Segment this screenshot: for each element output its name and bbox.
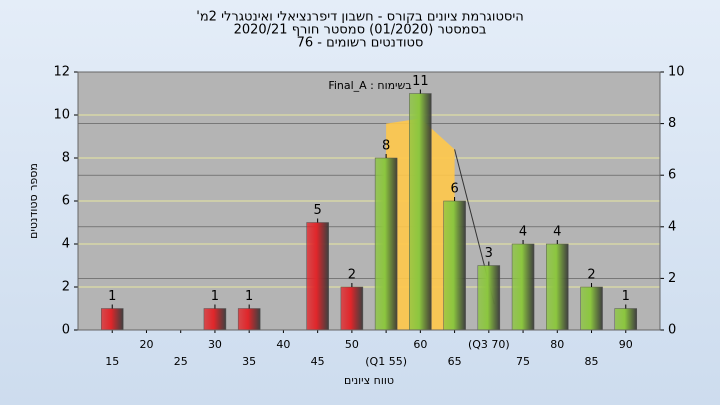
x-tick-label: 30	[208, 338, 222, 351]
y2-tick-label: 6	[668, 168, 676, 183]
y-tick-label: 2	[62, 280, 70, 295]
y-axis-label: מספר סטודנטים	[27, 163, 40, 239]
x-tick-label: 60	[413, 338, 427, 351]
annotation: Final_A : בשימוח	[328, 79, 411, 92]
bar	[580, 286, 603, 331]
value-label: 1	[622, 289, 630, 304]
value-label: 11	[412, 74, 429, 89]
x-tick-label: 40	[276, 338, 290, 351]
y-tick-label: 0	[62, 323, 70, 338]
bar	[340, 286, 364, 331]
y2-tick-label: 4	[668, 219, 676, 234]
chart-subtitle: סטודנטים רשומים - 76	[297, 36, 424, 51]
bar	[409, 93, 432, 331]
y2-tick-label: 8	[668, 116, 676, 131]
value-label: 6	[450, 182, 458, 197]
y-tick-label: 10	[53, 108, 70, 123]
x-tick-label: 25	[174, 355, 188, 368]
x-tick-label: 85	[585, 355, 599, 368]
x-tick-label: 75	[516, 355, 530, 368]
bar	[306, 222, 329, 331]
y2-tick-label: 2	[668, 271, 676, 286]
x-tick-label: 35	[242, 355, 256, 368]
bar	[614, 308, 638, 331]
y-tick-label: 8	[62, 151, 70, 166]
value-label: 2	[348, 268, 356, 283]
chart-title: היסטוגרמת ציונים בקורס - חשבון דיפרנציאל…	[196, 10, 523, 25]
bar	[100, 308, 124, 331]
x-tick-label: (Q3 70)	[468, 338, 510, 351]
y2-tick-label: 10	[668, 65, 685, 80]
y2-tick-label: 0	[668, 323, 676, 338]
value-label: 8	[382, 139, 390, 154]
bar	[477, 265, 501, 331]
value-label: 1	[108, 289, 116, 304]
value-label: 1	[245, 289, 253, 304]
x-tick-label: 80	[550, 338, 564, 351]
value-label: 3	[485, 246, 493, 261]
x-tick-label: 65	[448, 355, 462, 368]
value-label: 4	[553, 225, 561, 240]
plot-frame	[77, 71, 661, 331]
y-tick-label: 6	[62, 194, 70, 209]
y-tick-label: 4	[62, 237, 70, 252]
x-tick-label: 45	[311, 355, 325, 368]
x-tick-label: 50	[345, 338, 359, 351]
bar	[203, 308, 227, 331]
x-tick-label: 20	[139, 338, 153, 351]
value-label: 1	[211, 289, 219, 304]
chart-subtitle: בסמסטר (01/2020) סמסטר חורף 2020/21	[234, 23, 487, 38]
x-axis-label: טווח ציונים	[344, 374, 394, 387]
bar	[237, 308, 261, 331]
x-tick-label: 90	[619, 338, 633, 351]
bar	[546, 243, 569, 331]
bar	[374, 157, 398, 331]
x-tick-label: 15	[105, 355, 119, 368]
y-tick-label: 12	[53, 65, 70, 80]
value-label: 5	[314, 203, 322, 218]
x-tick-label: (Q1 55)	[365, 355, 407, 368]
value-label: 4	[519, 225, 527, 240]
value-label: 2	[587, 268, 595, 283]
bar	[511, 243, 535, 331]
bar	[443, 200, 466, 331]
